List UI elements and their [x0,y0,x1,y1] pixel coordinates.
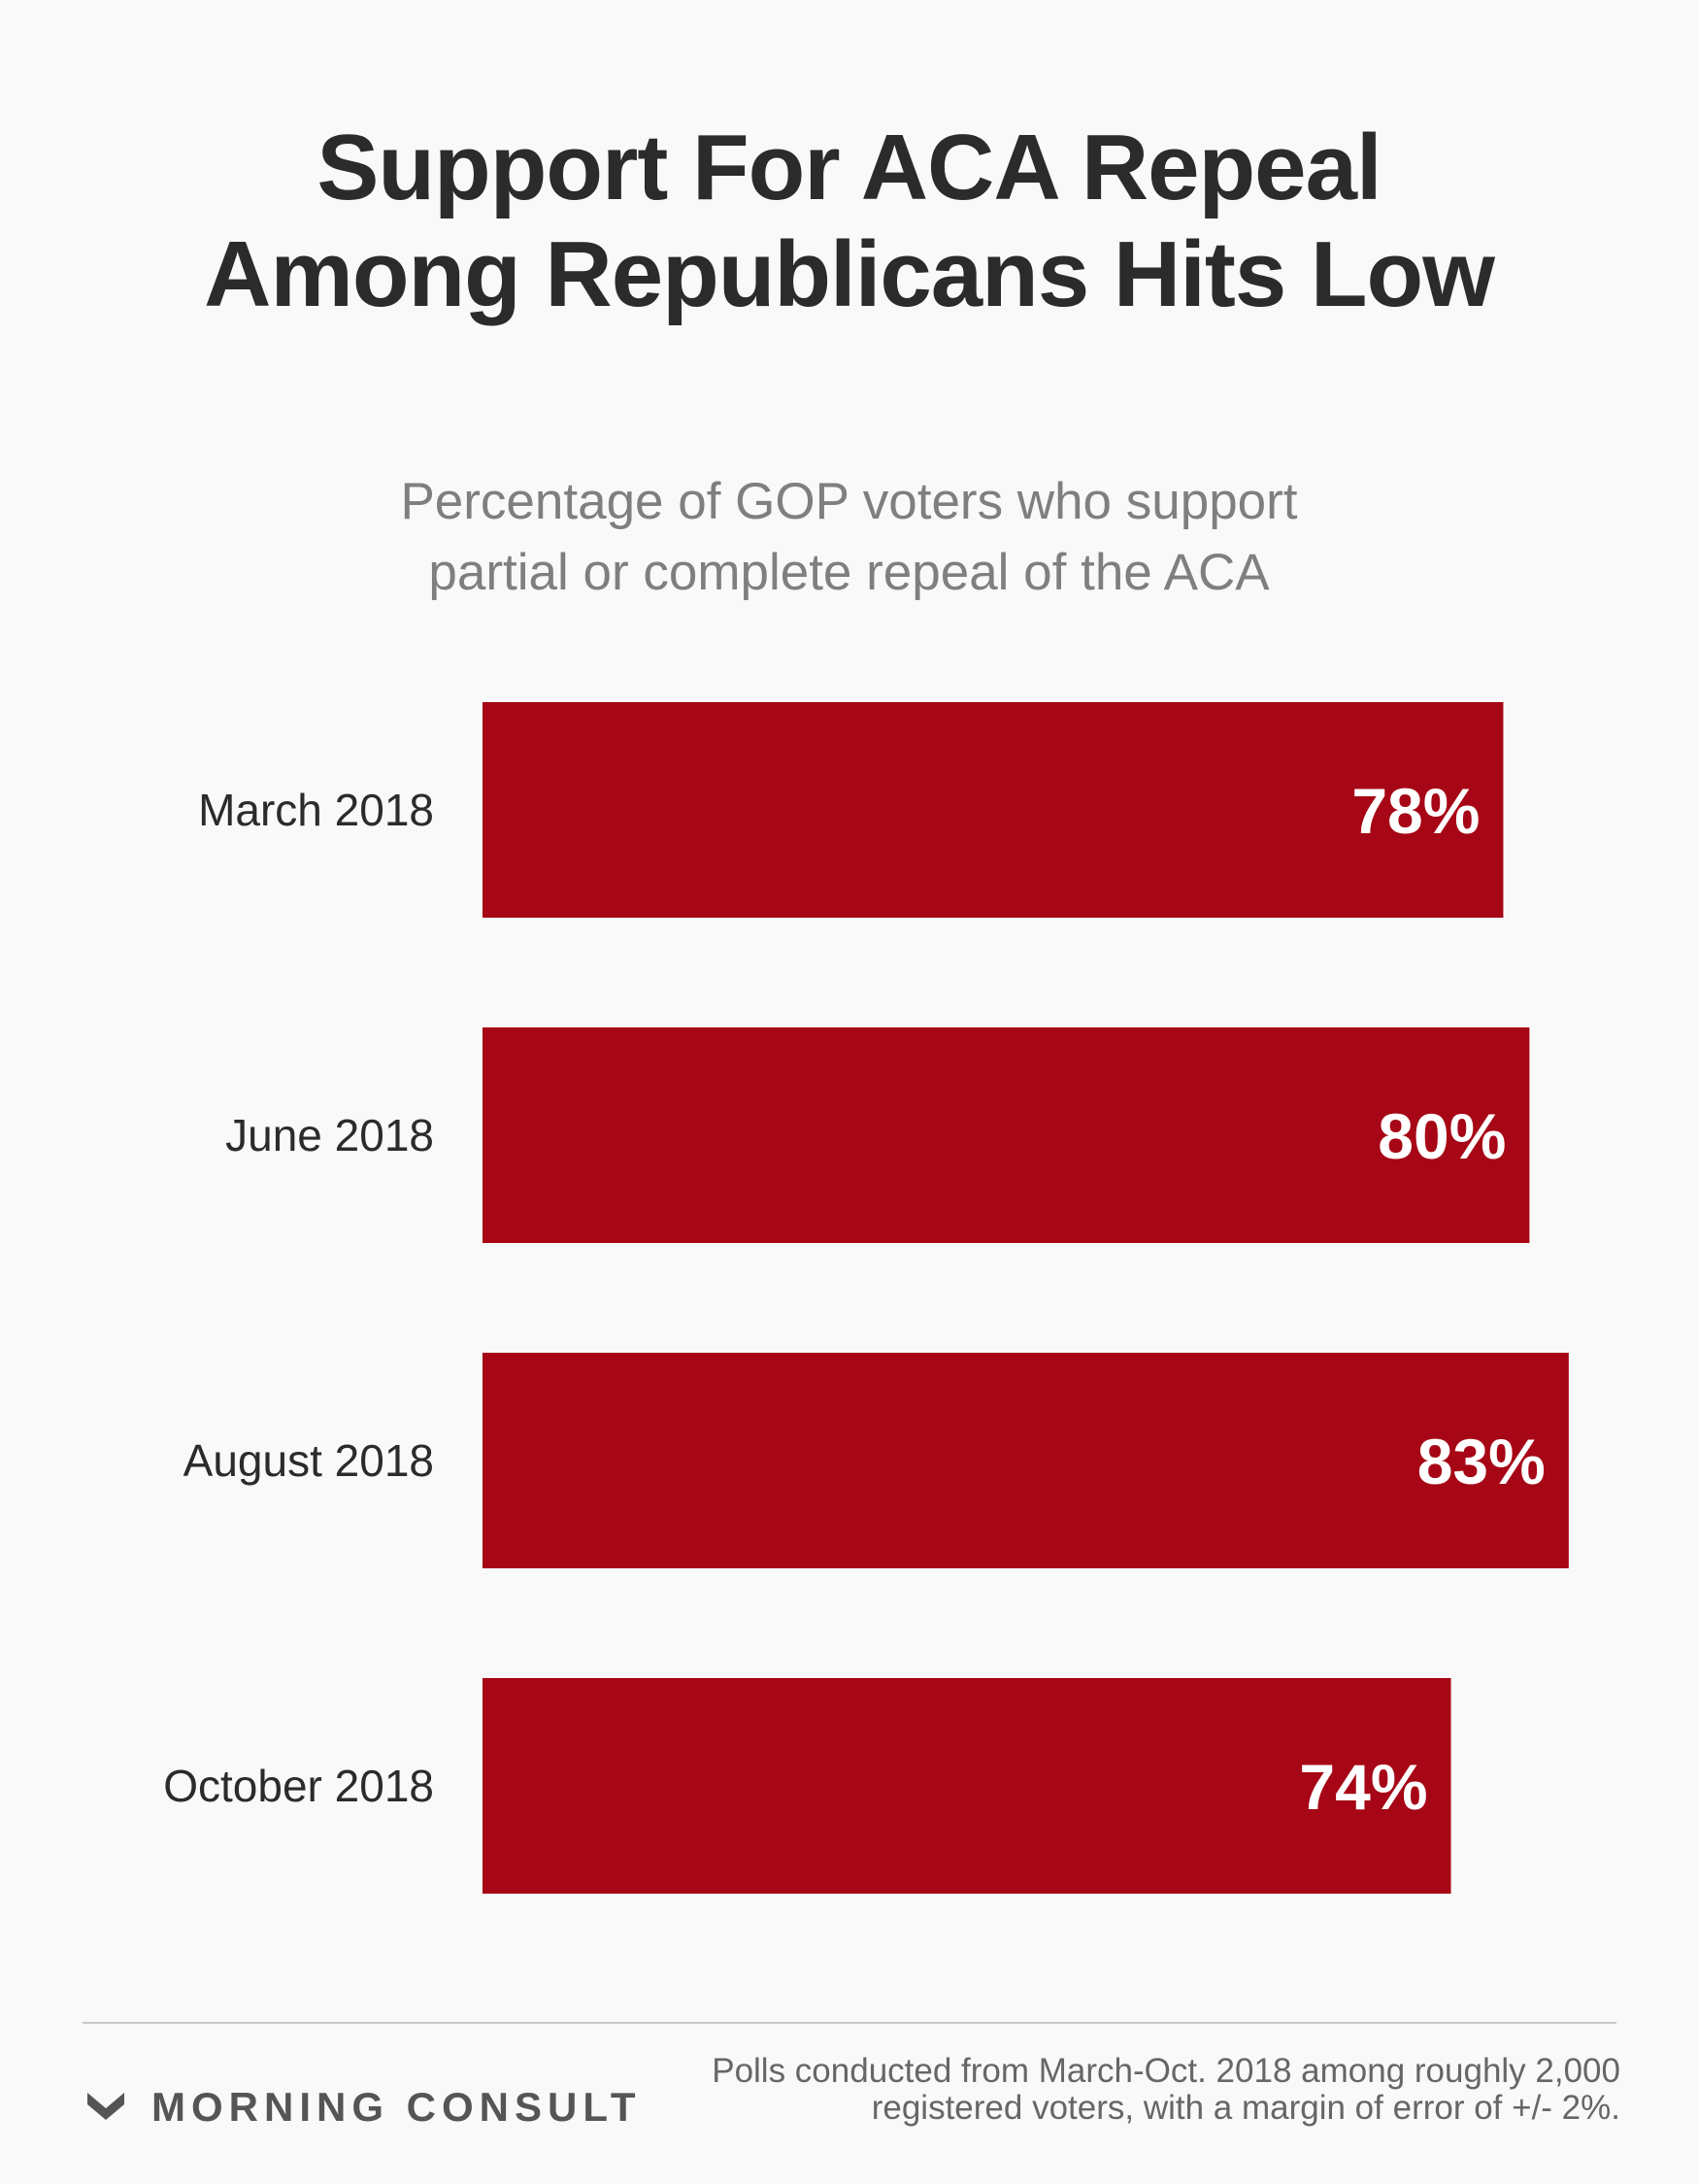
bar-3 [483,1678,1451,1894]
chart-title-line-2: Among Republicans Hits Low [204,222,1495,326]
footer-divider [83,2022,1616,2024]
category-label-1: June 2018 [225,1110,434,1160]
chart-title: Support For ACA Repeal Among Republicans… [0,115,1698,328]
bar-value-label-0: 78% [1351,775,1480,847]
methodology-note-line-1: Polls conducted from March-Oct. 2018 amo… [712,2052,1620,2090]
morning-consult-chevron-icon [87,2093,124,2120]
bar-1 [483,1027,1530,1243]
bar-value-label-3: 74% [1299,1751,1427,1823]
chart-subtitle-line-1: Percentage of GOP voters who support [400,473,1298,530]
category-label-2: August 2018 [183,1435,434,1486]
category-label-0: March 2018 [198,785,434,835]
methodology-note-line-2: registered voters, with a margin of erro… [871,2089,1620,2127]
brand-logo-text: MORNING CONSULT [151,2084,642,2130]
chart-title-line-1: Support For ACA Repeal [316,116,1382,219]
chart-subtitle-line-2: partial or complete repeal of the ACA [428,544,1270,601]
bar-0 [483,702,1504,918]
chart-subtitle: Percentage of GOP voters who support par… [0,466,1698,608]
category-label-3: October 2018 [163,1761,434,1811]
bar-2 [483,1353,1569,1568]
methodology-note: Polls conducted from March-Oct. 2018 amo… [630,2053,1620,2127]
bar-value-label-2: 83% [1417,1426,1546,1497]
brand-logo: MORNING CONSULT [85,2078,642,2136]
bar-value-label-1: 80% [1378,1100,1506,1172]
